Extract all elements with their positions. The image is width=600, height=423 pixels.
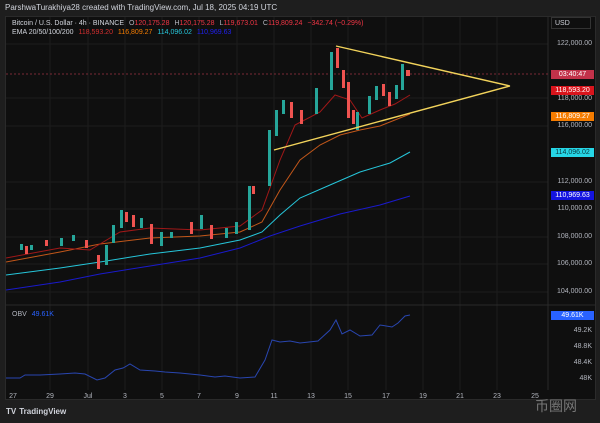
- ema100-value: 114,096.02: [157, 29, 192, 36]
- grid-lines: [6, 17, 548, 390]
- low-value: 119,673.01: [223, 20, 258, 27]
- footer-bar: [0, 401, 600, 423]
- ema-row: EMA 20/50/100/200 118,593.20 116,809.27 …: [12, 28, 366, 37]
- obv-tag: 49.61K: [551, 311, 594, 320]
- candles: [20, 48, 410, 269]
- ema50-line: [6, 113, 411, 263]
- countdown-tag: 03:40:47: [551, 70, 594, 79]
- price-chart[interactable]: [6, 17, 595, 400]
- close-value: 119,809.24: [267, 20, 303, 27]
- attribution-bar: ParshwaTurakhiya28 created with TradingV…: [0, 0, 600, 16]
- currency-button[interactable]: USD: [551, 17, 591, 29]
- ema200-line: [6, 195, 411, 291]
- ema100-tag: 114,096.02: [551, 148, 594, 157]
- symmetrical-triangle-drawing[interactable]: [273, 45, 511, 151]
- obv-line: [6, 314, 411, 381]
- change-value: −342.74 (−0.29%): [307, 20, 364, 27]
- ema20-value: 118,593.20: [78, 29, 113, 36]
- tradingview-logo[interactable]: TV TradingView: [6, 407, 67, 416]
- ema200-value: 110,969.63: [196, 29, 232, 36]
- obv-legend: OBV 49.61K: [12, 311, 54, 318]
- attribution-text: ParshwaTurakhiya28 created with TradingV…: [5, 3, 278, 12]
- ema-label[interactable]: EMA 20/50/100/200: [12, 29, 74, 36]
- watermark: 币圈网: [535, 398, 577, 414]
- ema50-value: 116,809.27: [117, 29, 153, 36]
- chart-legend: Bitcoin / U.S. Dollar · 4h · BINANCE O12…: [12, 19, 366, 37]
- open-value: 120,175.28: [134, 20, 170, 27]
- ema20-line: [6, 94, 411, 259]
- ohlc-row: Bitcoin / U.S. Dollar · 4h · BINANCE O12…: [12, 20, 364, 27]
- tv-logo-icon: TV: [6, 407, 17, 416]
- obv-label[interactable]: OBV: [12, 311, 27, 318]
- high-value: 120,175.28: [179, 20, 215, 27]
- ema200-tag: 110,969.63: [551, 191, 594, 200]
- obv-value: 49.61K: [31, 311, 54, 318]
- ema100-line: [6, 151, 411, 276]
- symbol-name[interactable]: Bitcoin / U.S. Dollar · 4h · BINANCE: [12, 20, 125, 27]
- ema20-tag: 118,593.20: [551, 86, 594, 95]
- ema50-tag: 116,809.27: [551, 112, 594, 121]
